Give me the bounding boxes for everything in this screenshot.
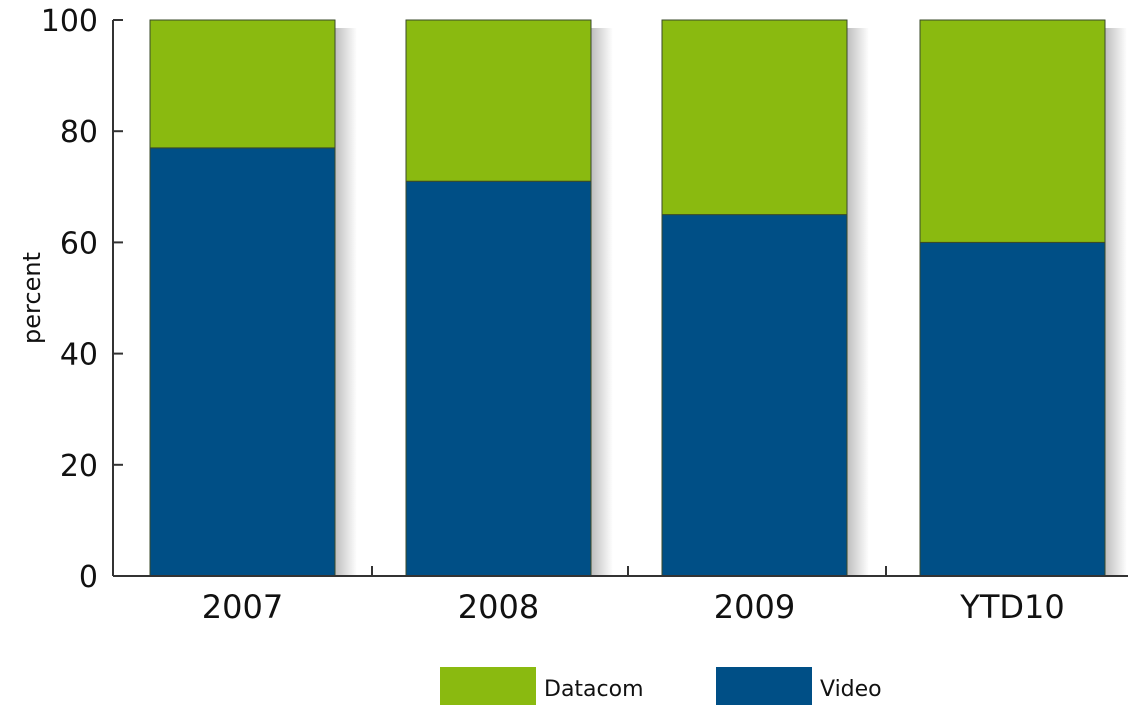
y-tick-label: 60 bbox=[60, 226, 98, 261]
bar-segment-video-2007 bbox=[149, 147, 336, 577]
legend-label-video: Video bbox=[820, 677, 882, 702]
axes bbox=[112, 20, 1128, 577]
legend: Datacom Video bbox=[440, 667, 882, 705]
bar-segment-datacom-ytd10 bbox=[919, 19, 1106, 243]
y-tick-label: 40 bbox=[60, 338, 98, 373]
bar-shadow bbox=[591, 28, 613, 576]
y-tick-label: 80 bbox=[60, 115, 98, 150]
x-ticks: 2007 2008 2009 YTD10 bbox=[202, 566, 1065, 626]
y-axis-label: percent bbox=[18, 252, 46, 344]
bar-segment-video-2009 bbox=[661, 214, 848, 577]
x-tick-label: 2007 bbox=[202, 588, 283, 626]
legend-label-datacom: Datacom bbox=[544, 677, 644, 702]
y-tick-label: 20 bbox=[60, 449, 98, 484]
bar-segment-datacom-2008 bbox=[405, 19, 592, 182]
y-ticks: 0 20 40 60 80 100 bbox=[41, 4, 123, 595]
x-tick-label: 2009 bbox=[714, 588, 795, 626]
bar-segment-datacom-2007 bbox=[149, 19, 336, 149]
bar-segment-video-ytd10 bbox=[919, 241, 1106, 577]
bar-segment-video-2008 bbox=[405, 180, 592, 577]
y-tick-label: 0 bbox=[79, 560, 98, 595]
legend-swatch-video bbox=[716, 667, 812, 705]
bars bbox=[149, 19, 1106, 577]
bar-shadows bbox=[335, 28, 1127, 576]
bar-shadow bbox=[335, 28, 357, 576]
y-tick-label: 100 bbox=[41, 4, 98, 39]
bar-segment-datacom-2009 bbox=[661, 19, 848, 216]
bar-shadow bbox=[847, 28, 869, 576]
bar-shadow bbox=[1105, 28, 1127, 576]
legend-swatch-datacom bbox=[440, 667, 536, 705]
x-tick-label: YTD10 bbox=[959, 588, 1064, 626]
x-tick-label: 2008 bbox=[458, 588, 539, 626]
